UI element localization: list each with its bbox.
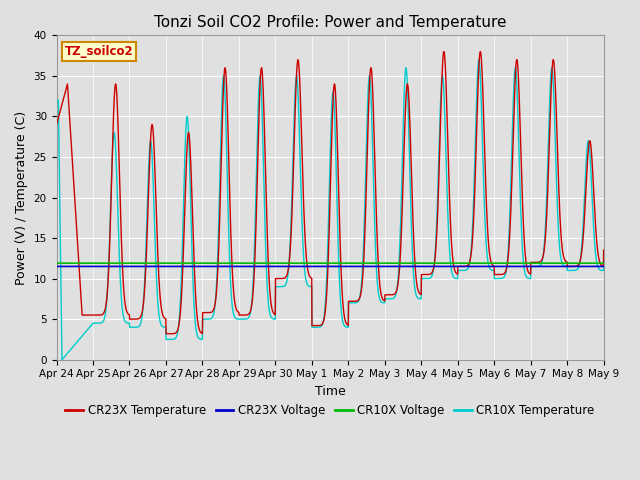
X-axis label: Time: Time: [315, 385, 346, 398]
Legend: CR23X Temperature, CR23X Voltage, CR10X Voltage, CR10X Temperature: CR23X Temperature, CR23X Voltage, CR10X …: [61, 399, 600, 422]
Y-axis label: Power (V) / Temperature (C): Power (V) / Temperature (C): [15, 110, 28, 285]
Title: Tonzi Soil CO2 Profile: Power and Temperature: Tonzi Soil CO2 Profile: Power and Temper…: [154, 15, 506, 30]
Text: TZ_soilco2: TZ_soilco2: [65, 45, 133, 58]
